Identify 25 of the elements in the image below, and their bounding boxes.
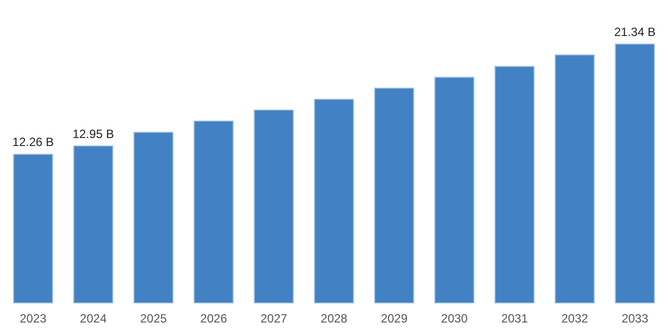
x-tick-label: 2029 xyxy=(380,312,408,326)
x-tick-label: 2030 xyxy=(441,312,468,326)
bar xyxy=(374,88,414,304)
bar xyxy=(614,44,655,304)
bar xyxy=(434,76,474,304)
x-tick-label: 2025 xyxy=(140,312,168,326)
x-tick-label: 2032 xyxy=(561,312,588,326)
bar xyxy=(133,132,174,304)
x-tick-label: 2027 xyxy=(260,312,288,326)
bar xyxy=(13,154,54,304)
bar xyxy=(254,110,294,304)
data-label: 12.95 B xyxy=(72,126,114,141)
bar xyxy=(194,120,234,304)
x-tick-label: 2033 xyxy=(622,312,649,326)
bar xyxy=(73,145,114,304)
bar xyxy=(314,98,354,304)
bar xyxy=(494,66,535,304)
data-label: 21.34 B xyxy=(614,25,656,39)
bar xyxy=(554,54,595,304)
x-tick-label: 2028 xyxy=(320,312,348,326)
x-tick-label: 2024 xyxy=(80,312,107,326)
x-tick-label: 2023 xyxy=(20,312,47,326)
x-tick-label: 2026 xyxy=(200,312,228,326)
x-tick-label: 2031 xyxy=(501,312,528,326)
data-label: 12.26 B xyxy=(12,135,54,150)
